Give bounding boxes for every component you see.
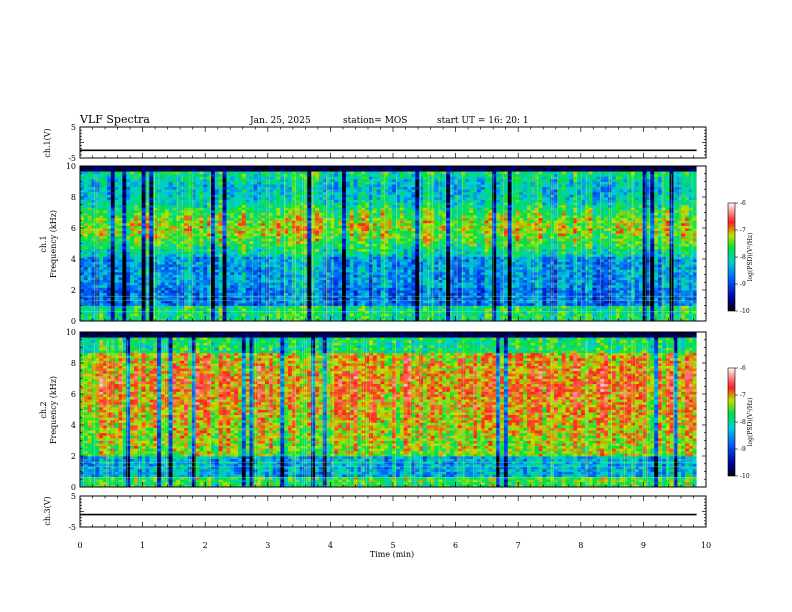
voltage-traces xyxy=(80,149,697,516)
x-tick-label: 2 xyxy=(203,541,208,550)
start-time-label: start UT = 16: 20: 1 xyxy=(437,116,529,126)
colorbar-ticks: -6 -7 -8 -9 -10 -6 -7 -8 -9 -10 xyxy=(735,200,750,480)
x-tick-label: 8 xyxy=(578,541,583,550)
colorbar-tick-label: -8 xyxy=(740,254,746,261)
ch2-spectrogram xyxy=(80,332,706,487)
station-label: station= MOS xyxy=(343,116,407,126)
ch3-voltage-ylabel: ch.3(V) xyxy=(43,496,52,525)
ch2-spec-ylabel-frequency: Frequency (kHz) xyxy=(49,376,58,444)
y-tick-label: 2 xyxy=(71,452,76,461)
x-tick-label: 6 xyxy=(453,541,458,550)
x-tick-label: 4 xyxy=(328,541,333,550)
ch1-spec-ylabel-channel: ch.1 xyxy=(39,235,48,252)
ch1-spectrogram xyxy=(80,166,706,321)
ch2-colorbar-label: log(PSD)(V²/Hz) xyxy=(747,398,754,447)
x-tick-label: 7 xyxy=(516,541,521,550)
colorbar-tick-label: -8 xyxy=(740,419,746,426)
x-tick-label: 0 xyxy=(77,541,82,550)
y-tick-label: 2 xyxy=(71,286,76,295)
date-label: Jan. 25, 2025 xyxy=(249,116,311,126)
ch1-spec-ylabel-frequency: Frequency (kHz) xyxy=(49,210,58,278)
colorbar-tick-label: -7 xyxy=(740,227,746,234)
y-tick-label: 6 xyxy=(71,390,76,399)
x-tick-label: 1 xyxy=(140,541,145,550)
ch1-voltage-ylabel: ch.1(V) xyxy=(43,128,52,157)
y-tick-label: 6 xyxy=(71,224,76,233)
y-tick-label: 10 xyxy=(66,162,76,171)
y-tick-label: 0 xyxy=(71,317,76,326)
x-tick-label: 5 xyxy=(390,541,395,550)
colorbar-tick-label: -6 xyxy=(740,365,746,372)
colorbar-tick-label: -6 xyxy=(740,200,746,207)
colorbar-tick-label: -10 xyxy=(740,473,750,480)
y-tick-label: 5 xyxy=(71,123,76,132)
x-axis-label: Time (min) xyxy=(370,550,414,559)
y-tick-label: -5 xyxy=(68,154,76,163)
colorbar-tick-label: -9 xyxy=(740,446,746,453)
colorbar-tick-label: -7 xyxy=(740,392,746,399)
figure-title: VLF Spectra xyxy=(79,113,150,126)
y-tick-label: 4 xyxy=(71,255,76,264)
y-tick-label: 8 xyxy=(71,359,76,368)
colorbar-tick-label: -10 xyxy=(740,308,750,315)
colorbar-tick-label: -9 xyxy=(740,281,746,288)
x-tick-label: 10 xyxy=(701,541,711,550)
ch2-spec-ylabel-channel: ch.2 xyxy=(39,401,48,418)
ch1-colorbar-label: log(PSD)(V²/Hz) xyxy=(747,233,754,282)
y-tick-label: -5 xyxy=(68,523,76,532)
y-tick-label: 10 xyxy=(66,328,76,337)
x-tick-label: 3 xyxy=(265,541,270,550)
x-tick-label: 9 xyxy=(641,541,646,550)
y-tick-label: 4 xyxy=(71,421,76,430)
y-tick-label: 8 xyxy=(71,193,76,202)
y-tick-label: 0 xyxy=(71,483,76,492)
y-tick-label: 5 xyxy=(71,492,76,501)
